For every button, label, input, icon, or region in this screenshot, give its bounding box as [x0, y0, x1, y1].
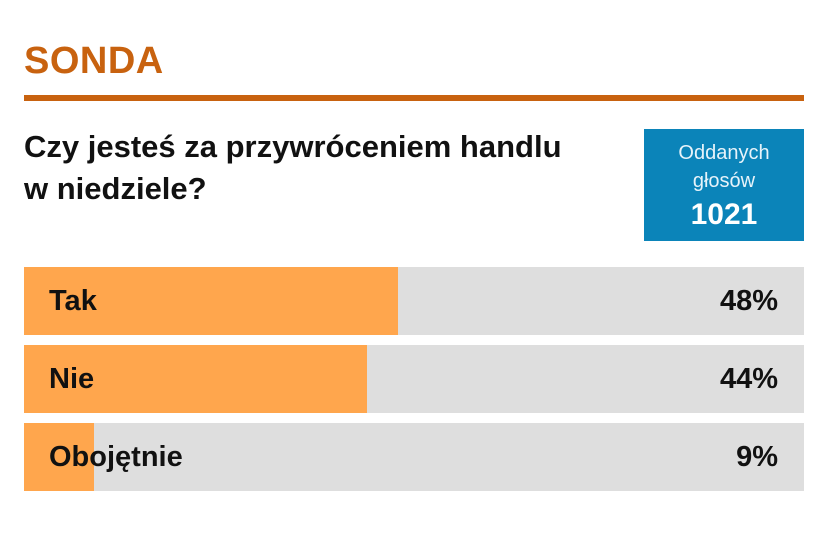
option-percent: 44%	[719, 363, 778, 395]
option-label: Obojętnie	[49, 441, 183, 473]
poll-widget: SONDA Czy jesteś za przywróceniem handlu…	[24, 0, 804, 534]
votes-count-box: Oddanych głosów 1021	[644, 129, 804, 241]
option-fill-bar	[24, 267, 399, 335]
option-percent: 48%	[719, 285, 778, 317]
option-fill-bar	[24, 345, 368, 413]
poll-option-obojetnie[interactable]: Obojętnie 9%	[24, 423, 804, 491]
votes-label: Oddanych głosów	[678, 142, 770, 192]
votes-count: 1021	[690, 198, 758, 231]
poll-question: Czy jesteś za przywróceniem handlu w nie…	[24, 129, 562, 206]
option-percent: 9%	[736, 441, 778, 473]
option-fill-bar	[24, 423, 95, 491]
option-label: Nie	[49, 363, 95, 395]
title-divider	[24, 95, 804, 101]
option-label: Tak	[49, 285, 97, 317]
poll-option-tak[interactable]: Tak 48%	[24, 267, 804, 335]
poll-option-nie[interactable]: Nie 44%	[24, 345, 804, 413]
poll-title: SONDA	[24, 40, 164, 82]
